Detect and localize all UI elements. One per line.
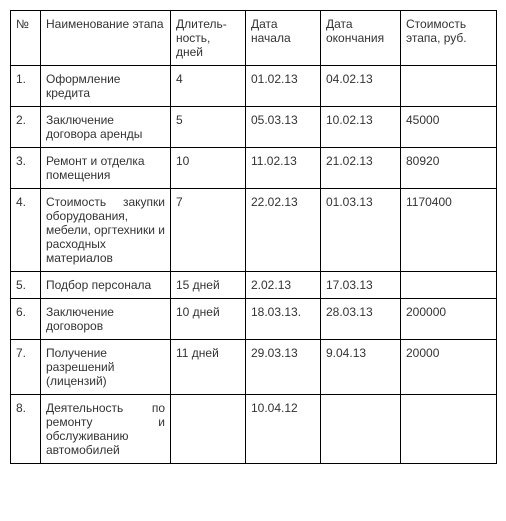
cell-start: 10.04.12 [246, 395, 321, 464]
table-row: 5. Подбор персонала 15 дней 2.02.13 17.0… [11, 272, 497, 299]
cell-cost: 200000 [401, 299, 497, 340]
table-header-row: № Наименование этапа Длитель­ность, дней… [11, 11, 497, 66]
cell-duration [171, 395, 246, 464]
cell-num: 7. [11, 340, 41, 395]
cell-cost [401, 395, 497, 464]
cell-start: 11.02.13 [246, 148, 321, 189]
cell-num: 4. [11, 189, 41, 272]
cell-start: 18.03.13. [246, 299, 321, 340]
col-header-end: Дата окончания [321, 11, 401, 66]
table-row: 6. Заключение договоров 10 дней 18.03.13… [11, 299, 497, 340]
table-row: 1. Оформление кредита 4 01.02.13 04.02.1… [11, 66, 497, 107]
cell-name: Деятельность по ремонту и обслуживанию а… [41, 395, 171, 464]
cell-end: 04.02.13 [321, 66, 401, 107]
col-header-num: № [11, 11, 41, 66]
cell-name: Ремонт и отделка помещения [41, 148, 171, 189]
cell-num: 1. [11, 66, 41, 107]
cell-end: 17.03.13 [321, 272, 401, 299]
cell-duration: 10 [171, 148, 246, 189]
cell-name: Подбор персонала [41, 272, 171, 299]
cell-start: 05.03.13 [246, 107, 321, 148]
cell-name: Стоимость закупки оборудования, мебели, … [41, 189, 171, 272]
cell-num: 5. [11, 272, 41, 299]
cell-name: Оформление кредита [41, 66, 171, 107]
col-header-start: Дата начала [246, 11, 321, 66]
table-row: 7. Получение разрешений (лицензий) 11 дн… [11, 340, 497, 395]
cell-cost: 45000 [401, 107, 497, 148]
cell-duration: 11 дней [171, 340, 246, 395]
cell-num: 2. [11, 107, 41, 148]
cell-name: Заключение договоров [41, 299, 171, 340]
cell-num: 6. [11, 299, 41, 340]
stages-table: № Наименование этапа Длитель­ность, дней… [10, 10, 497, 464]
col-header-duration: Длитель­ность, дней [171, 11, 246, 66]
cell-end: 28.03.13 [321, 299, 401, 340]
cell-duration: 5 [171, 107, 246, 148]
cell-name: Получение разрешений (лицензий) [41, 340, 171, 395]
cell-duration: 10 дней [171, 299, 246, 340]
cell-start: 29.03.13 [246, 340, 321, 395]
cell-end: 01.03.13 [321, 189, 401, 272]
table-row: 3. Ремонт и отделка помещения 10 11.02.1… [11, 148, 497, 189]
col-header-name: Наименование этапа [41, 11, 171, 66]
table-row: 4. Стоимость закупки оборудования, мебел… [11, 189, 497, 272]
cell-end: 9.04.13 [321, 340, 401, 395]
cell-name: Заключение договора аренды [41, 107, 171, 148]
cell-start: 01.02.13 [246, 66, 321, 107]
cell-num: 3. [11, 148, 41, 189]
cell-duration: 4 [171, 66, 246, 107]
cell-duration: 15 дней [171, 272, 246, 299]
cell-cost [401, 66, 497, 107]
cell-cost: 20000 [401, 340, 497, 395]
table-body: 1. Оформление кредита 4 01.02.13 04.02.1… [11, 66, 497, 464]
cell-start: 2.02.13 [246, 272, 321, 299]
table-row: 8. Деятельность по ремонту и обслуживани… [11, 395, 497, 464]
cell-start: 22.02.13 [246, 189, 321, 272]
cell-num: 8. [11, 395, 41, 464]
cell-duration: 7 [171, 189, 246, 272]
cell-cost: 80920 [401, 148, 497, 189]
table-row: 2. Заключение договора аренды 5 05.03.13… [11, 107, 497, 148]
col-header-cost: Стоимость этапа, руб. [401, 11, 497, 66]
cell-end: 21.02.13 [321, 148, 401, 189]
cell-end: 10.02.13 [321, 107, 401, 148]
cell-cost: 1170400 [401, 189, 497, 272]
cell-cost [401, 272, 497, 299]
cell-end [321, 395, 401, 464]
